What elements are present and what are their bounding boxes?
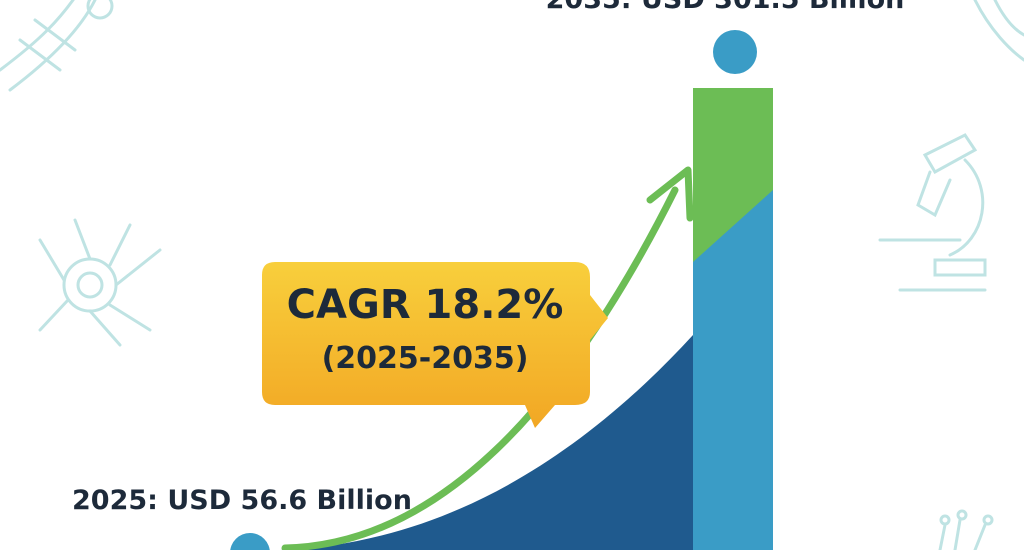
cagr-callout — [262, 262, 608, 428]
cagr-label: CAGR 18.2% — [287, 282, 564, 328]
end-dot — [713, 30, 757, 74]
start-dot — [230, 533, 270, 550]
growth-arrow — [281, 186, 679, 550]
end-value-label: 2035: USD 301.5 Billion — [546, 0, 905, 15]
start-value-label: 2025: USD 56.6 Billion — [72, 485, 412, 516]
period-label: (2025-2035) — [322, 341, 529, 376]
growth-area — [280, 335, 693, 550]
bar-green — [693, 88, 773, 262]
arrow-head — [646, 166, 694, 222]
